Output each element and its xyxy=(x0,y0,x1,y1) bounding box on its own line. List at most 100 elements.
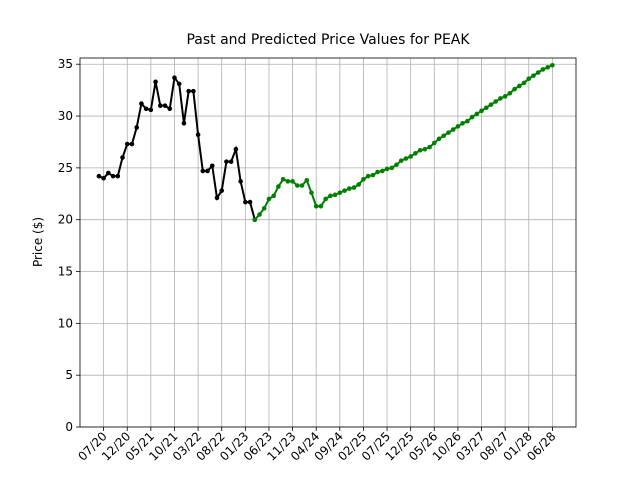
data-point xyxy=(124,141,130,147)
data-point xyxy=(488,102,494,107)
plot-frame xyxy=(79,57,577,428)
data-point xyxy=(299,183,305,188)
y-tick-label: 15 xyxy=(58,265,73,279)
data-point xyxy=(328,193,333,199)
data-point xyxy=(261,205,267,211)
data-point xyxy=(205,168,210,174)
data-point xyxy=(365,173,371,179)
data-point xyxy=(436,136,442,142)
data-point xyxy=(101,175,106,181)
data-point xyxy=(158,103,163,108)
data-point xyxy=(162,103,168,108)
data-point xyxy=(465,118,470,124)
data-point xyxy=(271,193,276,199)
data-point xyxy=(483,105,489,111)
series-line xyxy=(98,75,256,220)
data-point xyxy=(224,159,229,164)
data-point xyxy=(257,212,262,217)
y-tick-label: 25 xyxy=(58,161,73,175)
data-point xyxy=(252,217,258,222)
data-point xyxy=(479,108,484,114)
data-point xyxy=(375,169,380,175)
data-point xyxy=(535,70,541,75)
data-point xyxy=(361,176,366,182)
data-point xyxy=(337,190,343,196)
data-point xyxy=(176,81,182,87)
data-point xyxy=(195,132,201,138)
data-point xyxy=(427,144,432,150)
data-point xyxy=(167,106,173,112)
data-point xyxy=(332,192,338,198)
data-point xyxy=(384,166,390,172)
y-tick-label: 20 xyxy=(58,213,73,227)
data-point xyxy=(106,170,111,176)
y-tick-label: 5 xyxy=(65,368,73,382)
data-point xyxy=(408,154,413,159)
data-point xyxy=(304,178,310,183)
data-point xyxy=(394,162,399,168)
data-point xyxy=(318,203,324,209)
data-point xyxy=(276,184,281,189)
data-point xyxy=(469,114,475,120)
data-point xyxy=(186,88,191,94)
y-tick-label: 10 xyxy=(58,316,73,330)
data-point xyxy=(148,107,154,113)
data-point xyxy=(526,76,532,82)
data-point xyxy=(191,88,196,94)
data-point xyxy=(96,173,102,179)
data-point xyxy=(172,75,177,80)
data-point xyxy=(460,121,465,126)
data-point xyxy=(280,176,286,182)
data-point xyxy=(214,195,220,201)
data-point xyxy=(285,179,291,184)
data-point xyxy=(243,199,248,205)
data-point xyxy=(143,106,149,112)
data-point xyxy=(181,121,187,126)
data-point xyxy=(441,133,447,139)
data-point xyxy=(389,165,395,171)
data-point xyxy=(200,168,206,174)
y-tick-label: 30 xyxy=(58,109,73,123)
data-point xyxy=(110,173,116,179)
data-point xyxy=(120,155,125,160)
y-tick-label: 35 xyxy=(58,57,73,71)
data-point xyxy=(417,147,423,153)
y-tick-label: 0 xyxy=(65,420,73,434)
data-point xyxy=(540,67,546,72)
data-point xyxy=(356,182,362,187)
data-point xyxy=(129,141,135,147)
data-point xyxy=(521,80,527,86)
y-axis-label: Price ($) xyxy=(31,217,45,267)
data-point xyxy=(493,99,498,104)
data-point xyxy=(342,188,347,193)
data-point xyxy=(370,172,376,178)
data-point xyxy=(346,186,352,191)
data-point xyxy=(351,185,357,190)
data-point xyxy=(233,146,239,152)
data-point xyxy=(502,94,508,99)
chart-title: Past and Predicted Price Values for PEAK xyxy=(186,32,470,48)
data-point xyxy=(294,183,300,188)
data-point xyxy=(323,196,328,202)
data-point xyxy=(498,96,503,101)
data-point xyxy=(219,188,225,193)
data-point xyxy=(238,179,243,184)
data-point xyxy=(531,73,536,78)
data-point xyxy=(228,159,234,164)
data-point xyxy=(450,127,456,132)
data-point xyxy=(507,90,513,96)
data-point xyxy=(153,79,158,85)
data-point xyxy=(398,158,404,163)
data-point xyxy=(403,156,409,161)
data-point xyxy=(550,62,555,68)
data-point xyxy=(380,168,385,174)
data-point xyxy=(139,101,144,106)
data-point xyxy=(413,151,418,156)
data-point xyxy=(474,111,480,117)
data-point xyxy=(290,179,295,184)
data-point xyxy=(422,146,428,152)
data-point xyxy=(266,196,272,202)
data-point xyxy=(115,173,121,179)
series-line xyxy=(254,64,553,221)
